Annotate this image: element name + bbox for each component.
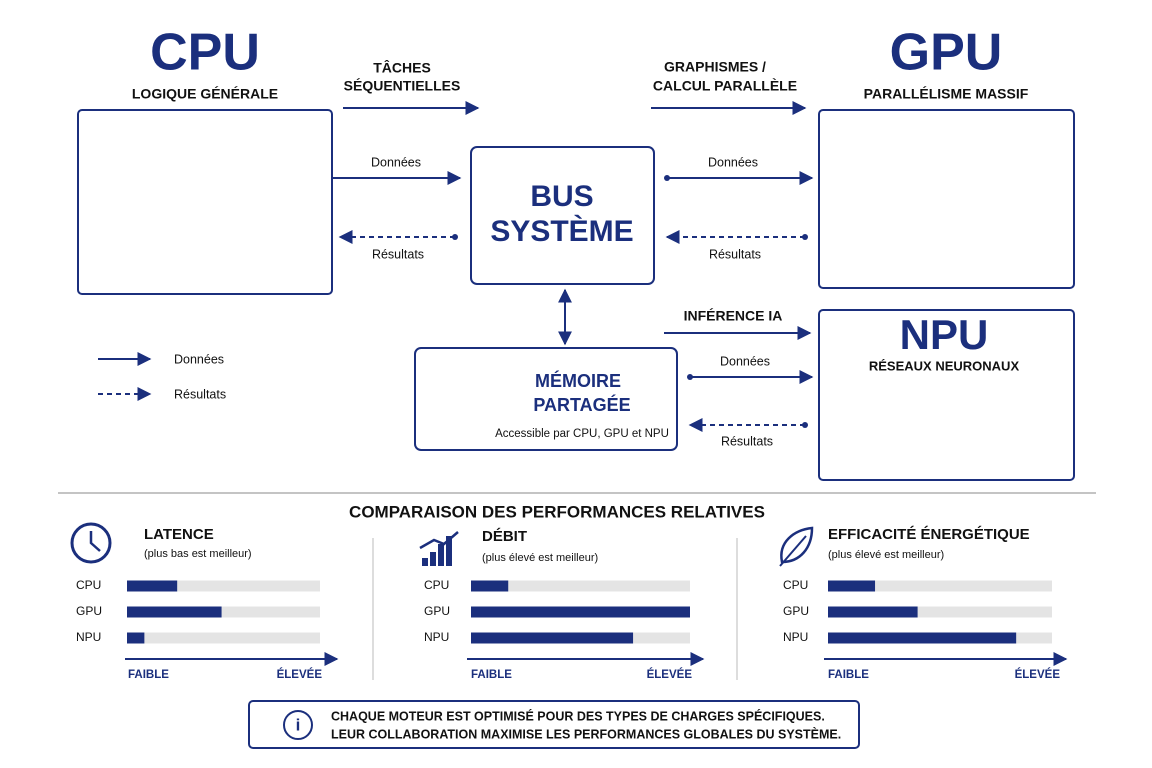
panel-note: (plus bas est meilleur)	[144, 548, 252, 560]
memory-title: PARTAGÉE	[533, 394, 630, 415]
link-label: CALCUL PARALLÈLE	[653, 78, 797, 94]
panel-title: EFFICACITÉ ÉNERGÉTIQUE	[828, 526, 1030, 543]
bar-track	[127, 606, 320, 618]
bar-track	[127, 632, 320, 644]
memory-caption: Accessible par CPU, GPU et NPU	[495, 428, 669, 440]
panel-note: (plus élevé est meilleur)	[482, 552, 598, 564]
bar-track	[471, 580, 690, 592]
category-label: CPU	[783, 578, 808, 592]
link-label: SÉQUENTIELLES	[344, 78, 461, 94]
memory-box	[414, 347, 678, 451]
panel-title: DÉBIT	[482, 528, 527, 545]
category-label: NPU	[76, 630, 101, 644]
gpu-subtitle: PARALLÉLISME MASSIF	[864, 86, 1029, 102]
panel-title: LATENCE	[144, 526, 214, 543]
note-line: CHAQUE MOTEUR EST OPTIMISÉ POUR DES TYPE…	[331, 708, 825, 723]
axis-label: ÉLEVÉE	[277, 668, 323, 681]
chart-icon	[446, 536, 452, 566]
memory-title: MÉMOIRE	[535, 370, 621, 391]
link-label: Résultats	[721, 434, 773, 448]
chart-icon	[419, 531, 459, 550]
bar	[471, 632, 634, 644]
bar	[127, 606, 222, 618]
bar	[471, 580, 509, 592]
arrow-dot	[664, 175, 670, 181]
category-label: CPU	[424, 578, 449, 592]
npu-title: NPU	[900, 311, 989, 358]
leaf-icon	[780, 526, 814, 564]
category-label: CPU	[76, 578, 101, 592]
category-label: GPU	[783, 604, 809, 618]
bar-track	[127, 580, 320, 592]
comparison-title: COMPARAISON DES PERFORMANCES RELATIVES	[349, 502, 765, 521]
link-label: Résultats	[372, 247, 424, 261]
bus-box	[470, 146, 655, 285]
clock-icon	[89, 531, 101, 552]
cpu-box	[77, 109, 333, 295]
link-label: Données	[708, 155, 758, 169]
bus-label: BUS	[530, 180, 593, 213]
link-label: GRAPHISMES /	[664, 59, 766, 75]
bar-track	[828, 580, 1052, 592]
gpu-box	[818, 109, 1075, 289]
info-icon: i	[296, 715, 301, 734]
arrow-dot	[802, 234, 808, 240]
bar	[828, 632, 1017, 644]
bar	[127, 632, 145, 644]
link-label: Données	[371, 155, 421, 169]
leaf-icon	[779, 535, 807, 567]
link-label: Résultats	[709, 247, 761, 261]
note-box	[248, 700, 860, 749]
npu-subtitle: RÉSEAUX NEURONAUX	[869, 358, 1020, 373]
chart-icon	[430, 552, 436, 566]
category-label: NPU	[424, 630, 449, 644]
panels: LATENCE (plus bas est meilleur) CPU GPU NPU F…	[70, 522, 1068, 681]
legend-label: Données	[174, 352, 224, 366]
axis-label: FAIBLE	[128, 669, 169, 681]
gpu-title: GPU	[890, 24, 1003, 82]
bar	[828, 580, 876, 592]
arrow-dot	[687, 374, 693, 380]
cpu-title: CPU	[150, 24, 260, 82]
axis-label: ÉLEVÉE	[647, 668, 693, 681]
axis-label: ÉLEVÉE	[1015, 668, 1061, 681]
chart-icon	[438, 544, 444, 566]
bar	[471, 606, 690, 618]
category-label: GPU	[424, 604, 450, 618]
axis-label: FAIBLE	[828, 669, 869, 681]
clock-icon	[70, 522, 112, 564]
info-icon	[283, 710, 313, 740]
npu-box	[818, 309, 1075, 481]
bus-label: SYSTÈME	[490, 214, 633, 248]
arrow-dot	[452, 234, 458, 240]
link-label: Données	[720, 354, 770, 368]
category-label: GPU	[76, 604, 102, 618]
bar	[828, 606, 918, 618]
link-label: TÂCHES	[373, 59, 431, 76]
link-label: INFÉRENCE IA	[684, 308, 783, 324]
bar	[127, 580, 178, 592]
note-line: LEUR COLLABORATION MAXIMISE LES PERFORMA…	[331, 726, 841, 741]
chart-icon	[422, 558, 428, 566]
category-label: NPU	[783, 630, 808, 644]
legend-label: Résultats	[174, 387, 226, 401]
panel-note: (plus élevé est meilleur)	[828, 549, 944, 561]
bar-track	[828, 606, 1052, 618]
cpu-subtitle: LOGIQUE GÉNÉRALE	[132, 86, 278, 102]
axis-label: FAIBLE	[471, 669, 512, 681]
arrow-dot	[802, 422, 808, 428]
